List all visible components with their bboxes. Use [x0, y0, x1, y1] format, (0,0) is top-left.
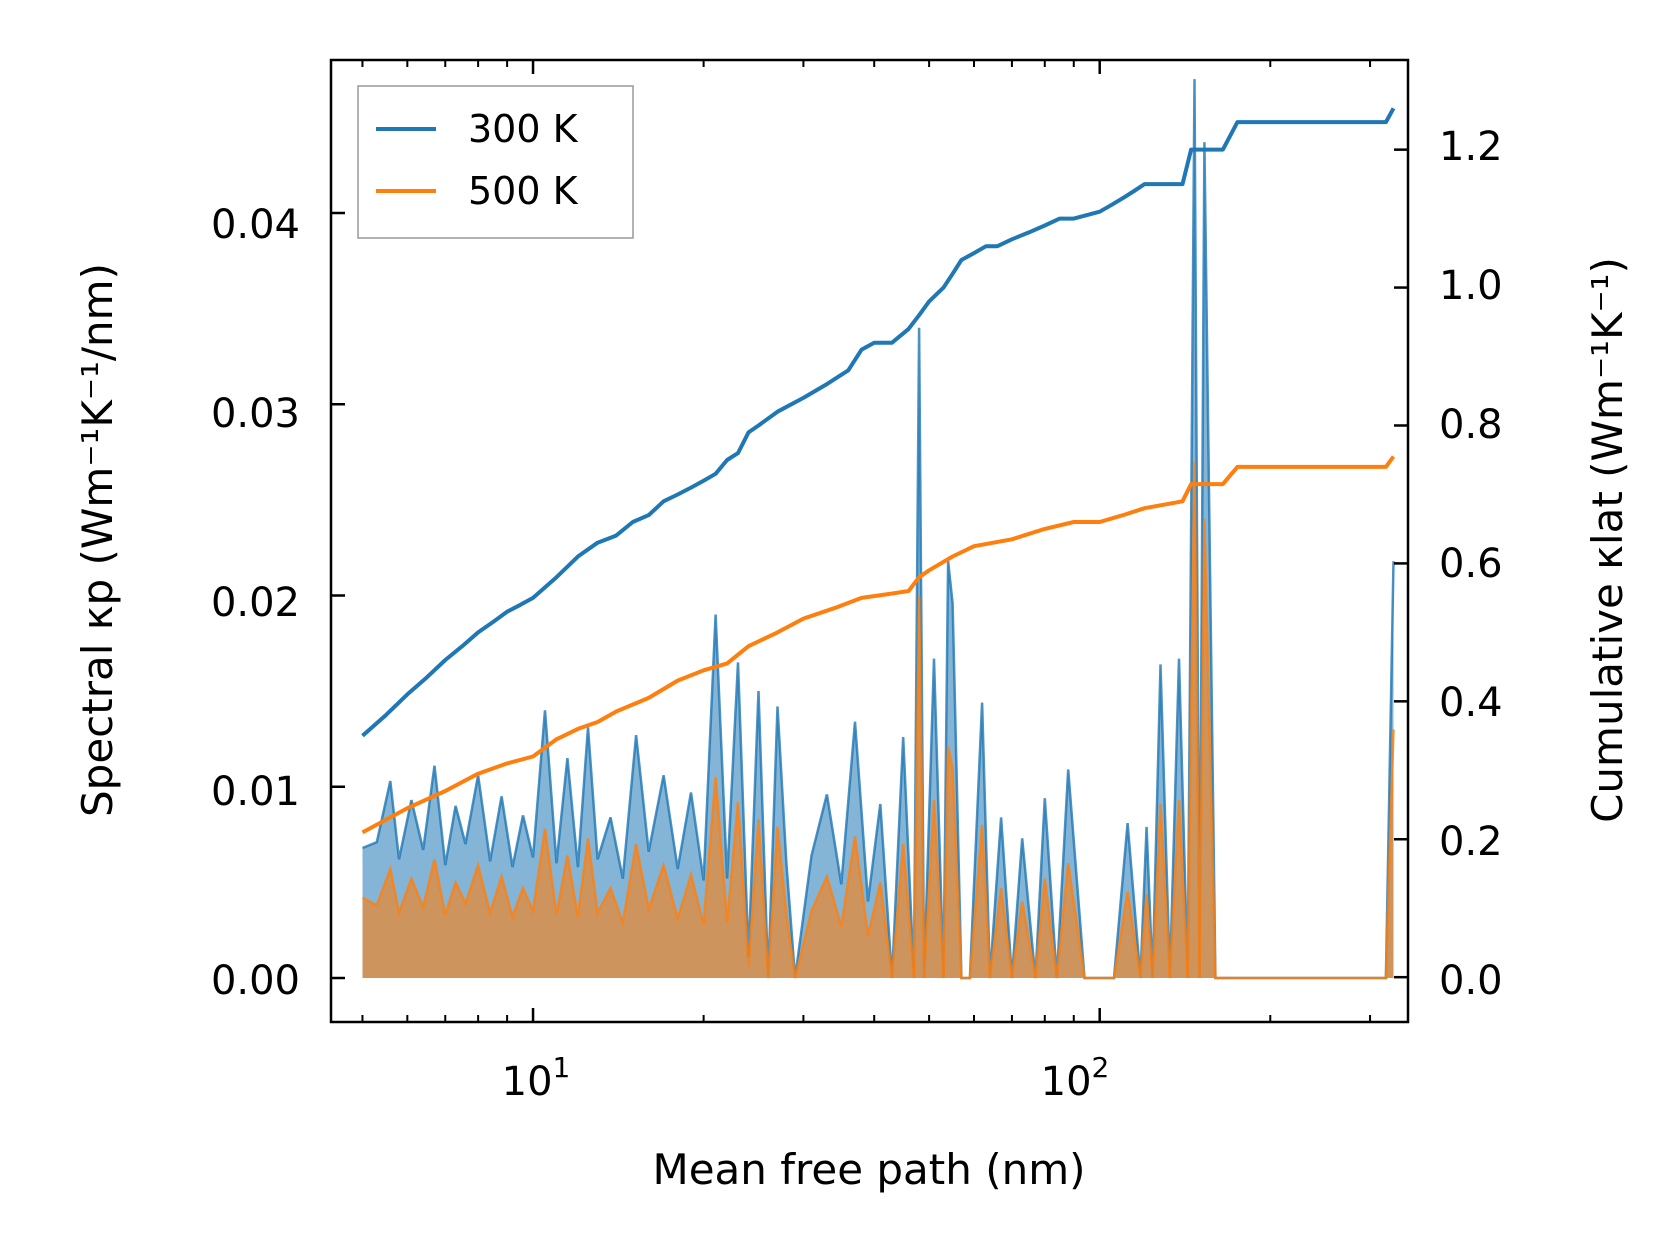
ticks-layer: [331, 60, 1408, 1022]
y-left-tick-label-1: 0.01: [211, 769, 300, 815]
spectral-area-500k: [362, 461, 1394, 979]
x-tick-label-10: 101: [502, 1051, 571, 1105]
y-right-tick-label-5: 1.0: [1439, 263, 1503, 309]
y-left-axis-title: Spectral κp (Wm⁻¹K⁻¹/nm): [73, 263, 122, 817]
y-left-tick-label-2: 0.02: [211, 580, 300, 626]
spectral-area-layer: [361, 79, 1395, 980]
cumulative-line-layer: [361, 107, 1396, 835]
cumulative-line-300k: [361, 107, 1396, 738]
y-right-tick-label-4: 0.8: [1439, 402, 1503, 448]
legend-label-500k: 500 K: [468, 169, 579, 213]
x-axis-title: Mean free path (nm): [652, 1145, 1085, 1194]
y-left-tick-label-4: 0.04: [211, 202, 300, 248]
spectral-area-300k: [362, 79, 1394, 979]
cumulative-line-500k: [361, 455, 1396, 835]
plot-frame: [329, 58, 1410, 1024]
x-tick-label-100: 102: [1041, 1051, 1110, 1105]
y-left-tick-label-0: 0.00: [211, 958, 300, 1004]
legend-label-300k: 300 K: [468, 107, 579, 151]
spectral-line-500k: [361, 461, 1395, 980]
y-right-tick-label-0: 0.0: [1439, 958, 1503, 1004]
y-right-tick-label-3: 0.6: [1439, 541, 1503, 587]
y-right-tick-label-2: 0.4: [1439, 680, 1503, 726]
y-right-tick-label-1: 0.2: [1439, 819, 1503, 865]
legend-box: [357, 85, 634, 239]
spectral-line-300k: [362, 79, 1395, 980]
legend: 300 K 500 K: [357, 85, 634, 239]
y-right-axis-title: Cumulative κlat (Wm⁻¹K⁻¹): [1583, 257, 1632, 823]
y-left-tick-label-3: 0.03: [211, 391, 300, 437]
y-right-tick-label-6: 1.2: [1439, 124, 1503, 170]
